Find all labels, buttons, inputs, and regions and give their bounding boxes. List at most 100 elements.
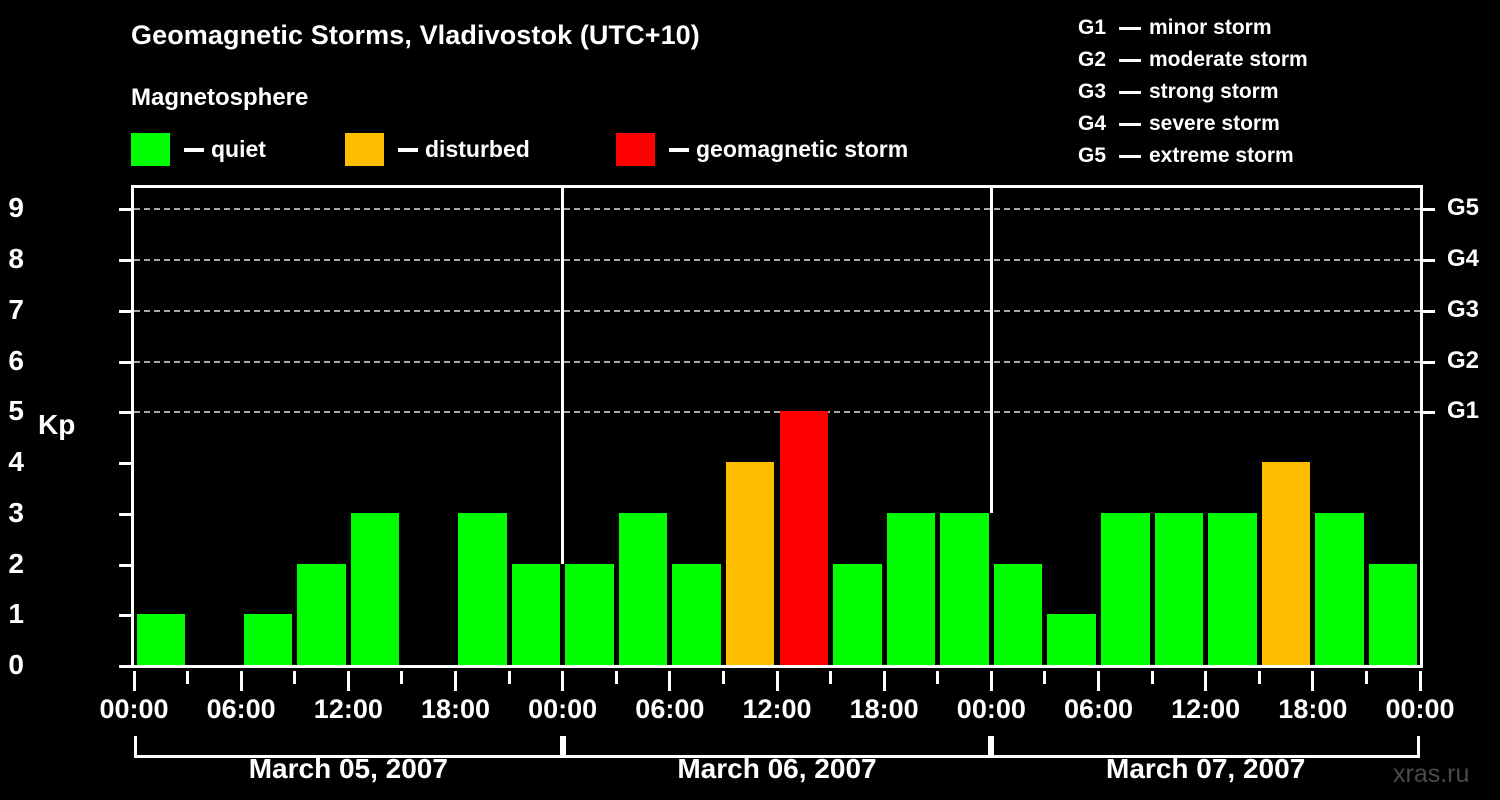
g-axis-label-g5: G5 — [1447, 194, 1480, 222]
x-tick-mark — [882, 671, 886, 691]
gridline-kp-8 — [134, 259, 1420, 262]
kp-bar[interactable] — [1208, 512, 1257, 665]
y-tick-mark — [119, 665, 131, 668]
y-tick-label: 6 — [8, 344, 24, 376]
x-minor-tick-mark — [186, 671, 190, 684]
y-tick-label: 5 — [8, 395, 24, 427]
x-tick-label: 18:00 — [420, 694, 491, 724]
g-code-label: G2 — [1078, 48, 1107, 71]
x-tick-label: 12:00 — [313, 694, 383, 724]
em-dash-icon — [1119, 154, 1141, 158]
g-legend-row-g4: G4 severe storm — [1078, 108, 1308, 140]
x-tick-label: 00:00 — [1385, 694, 1455, 724]
g-code-label: G5 — [1078, 144, 1107, 167]
kp-bar[interactable] — [618, 512, 668, 665]
g-code-label: G4 — [1078, 112, 1107, 135]
kp-bar[interactable] — [993, 563, 1043, 665]
kp-bar[interactable] — [833, 563, 882, 665]
kp-bar[interactable] — [136, 614, 186, 665]
x-minor-tick-mark — [293, 671, 297, 684]
y-tick-mark — [119, 411, 131, 415]
y-tick-mark — [119, 208, 131, 212]
x-tick-label: 06:00 — [206, 694, 276, 724]
em-dash-icon — [1119, 26, 1141, 30]
series-title: Magnetosphere — [131, 84, 309, 111]
legend-dash-icon — [184, 147, 204, 152]
kp-bar[interactable] — [243, 614, 293, 665]
legend-dash-icon — [669, 147, 689, 152]
kp-bar[interactable] — [779, 411, 829, 665]
kp-bar[interactable] — [940, 512, 989, 665]
x-tick-label: 00:00 — [528, 694, 598, 724]
em-dash-icon — [1119, 122, 1141, 126]
g-tick-mark — [1423, 411, 1435, 415]
x-tick-label: 06:00 — [635, 694, 705, 724]
kp-bar[interactable] — [458, 512, 507, 665]
g-axis-label-g3: G3 — [1447, 295, 1480, 323]
x-tick-label: 00:00 — [99, 694, 169, 724]
y-tick-label: 1 — [8, 598, 24, 630]
legend-label: disturbed — [425, 136, 530, 162]
g-desc-label: strong storm — [1149, 80, 1279, 103]
g-axis-label-g4: G4 — [1447, 245, 1480, 273]
kp-bar[interactable] — [886, 512, 936, 665]
g-tick-mark — [1423, 360, 1435, 364]
kp-bar[interactable] — [1101, 512, 1150, 665]
kp-bar[interactable] — [297, 563, 346, 665]
y-tick-label: 3 — [8, 496, 24, 528]
day-bracket — [134, 736, 563, 758]
x-tick-mark — [454, 671, 457, 691]
x-tick-mark — [1097, 671, 1100, 691]
g-legend-row-g2: G2 moderate storm — [1078, 44, 1308, 76]
y-axis-title: Kp — [38, 409, 76, 440]
kp-bar[interactable] — [672, 563, 721, 665]
y-tick-mark — [119, 614, 131, 618]
gridline-kp-5 — [134, 411, 1420, 414]
kp-bar[interactable] — [1368, 563, 1418, 665]
kp-bar[interactable] — [1261, 462, 1311, 665]
g-legend-row-g5: G5 extreme storm — [1078, 140, 1308, 172]
x-tick-label: 12:00 — [1171, 694, 1241, 724]
kp-bar[interactable] — [725, 462, 775, 665]
page-title: Geomagnetic Storms, Vladivostok (UTC+10) — [131, 20, 700, 50]
y-tick-mark — [119, 462, 131, 466]
kp-bar[interactable] — [350, 512, 400, 665]
gridline-kp-9 — [134, 208, 1420, 211]
em-dash-icon — [1119, 90, 1141, 94]
x-tick-mark — [1204, 671, 1208, 691]
x-minor-tick-mark — [1043, 671, 1047, 684]
x-minor-tick-mark — [721, 671, 725, 684]
g-tick-mark — [1423, 208, 1435, 212]
x-tick-label: 12:00 — [742, 694, 812, 724]
kp-bar[interactable] — [1315, 512, 1364, 665]
kp-bar[interactable] — [1154, 512, 1204, 665]
kp-bar[interactable] — [565, 563, 614, 665]
watermark: xras.ru — [1393, 760, 1470, 788]
y-tick-label: 7 — [8, 293, 24, 325]
legend-item-disturbed-swatch: disturbed — [345, 133, 530, 166]
legend-item-quiet-swatch: quiet — [131, 133, 266, 166]
x-minor-tick-mark — [1257, 671, 1261, 684]
g-legend-row-g3: G3 strong storm — [1078, 76, 1308, 108]
day-label: March 06, 2007 — [677, 753, 877, 784]
kp-bar[interactable] — [511, 563, 561, 665]
x-tick-mark — [989, 671, 993, 691]
x-tick-mark — [132, 671, 136, 691]
g-code-label: G1 — [1078, 16, 1107, 39]
g-code-label: G3 — [1078, 80, 1107, 103]
kp-bar[interactable] — [1047, 614, 1096, 665]
y-tick-mark — [119, 259, 131, 263]
legend-label: quiet — [211, 136, 266, 162]
y-tick-mark — [119, 512, 131, 516]
y-tick-label: 4 — [8, 446, 24, 478]
y-tick-mark — [119, 360, 131, 364]
x-tick-label: 18:00 — [849, 694, 919, 724]
day-bracket — [562, 736, 992, 758]
y-tick-label: 8 — [8, 243, 24, 275]
quiet-swatch — [131, 133, 170, 166]
disturbed-swatch — [345, 133, 384, 166]
x-tick-label: 00:00 — [956, 694, 1026, 724]
g-legend-row-g1: G1 minor storm — [1078, 12, 1308, 44]
g-desc-label: moderate storm — [1149, 48, 1308, 71]
x-tick-mark — [239, 671, 243, 691]
